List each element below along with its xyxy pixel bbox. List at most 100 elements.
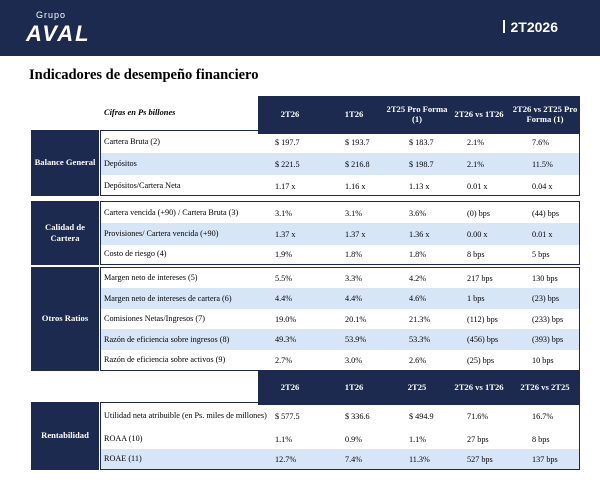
column-header: 2T25 Pro Forma (1): [386, 96, 448, 134]
table-row: ROAA (10) 1.1% 0.9% 1.1% 27 bps 8 bps: [101, 429, 579, 449]
divider-bar: [502, 20, 505, 33]
cell: 49.3%: [275, 335, 297, 344]
row-label: Provisiones/ Cartera vencida (+90): [104, 229, 219, 239]
cell: 10 bps: [532, 355, 554, 365]
cell: 11.3%: [409, 454, 430, 464]
period-label: 2T2026: [502, 19, 558, 35]
cell: 2.7%: [275, 355, 293, 365]
row-label: Costo de riesgo (4): [104, 249, 167, 259]
cell: (233) bps: [532, 314, 564, 324]
table-row: Razón de eficiencia sobre activos (9) 2.…: [101, 350, 579, 370]
cell: 1.13 x: [409, 181, 430, 191]
cell: 4.4%: [345, 294, 363, 303]
table-row: Depósitos/Cartera Neta 1.17 x 1.16 x 1.1…: [101, 175, 579, 197]
cell: 53.3%: [409, 335, 431, 344]
section-frame: [100, 267, 580, 371]
cell: (112) bps: [467, 314, 498, 324]
cell: 2.6%: [409, 355, 427, 365]
cell: 12.7%: [275, 454, 297, 464]
cell: 1.17 x: [275, 181, 296, 191]
cell: 4.4%: [275, 294, 293, 303]
cell: 1.8%: [345, 249, 363, 259]
column-header: 2T26: [258, 371, 322, 405]
section-frame: [100, 130, 580, 196]
page-title: Indicadores de desempeño financiero: [29, 67, 259, 83]
cell: 0.01 x: [467, 181, 488, 191]
cell: (0) bps: [467, 208, 490, 218]
cell: $ 577.5: [275, 411, 300, 421]
cell: 1.8%: [409, 249, 427, 259]
row-label: ROAE (11): [104, 454, 142, 464]
row-label: Cartera vencida (+90) / Cartera Bruta (3…: [104, 208, 239, 218]
row-label: Razón de eficiencia sobre activos (9): [104, 355, 226, 365]
table-caption: Cifras en Ps billones: [104, 108, 176, 117]
cell: (456) bps: [467, 335, 499, 344]
cell: 1.1%: [409, 434, 427, 444]
table-row: Costo de riesgo (4) 1.9% 1.8% 1.8% 8 bps…: [101, 244, 579, 264]
table-row: Margen neto de intereses de cartera (6) …: [101, 288, 579, 309]
cell: 2.1%: [467, 137, 485, 147]
cell: 4.2%: [409, 273, 427, 283]
cell: (25) bps: [467, 355, 495, 365]
cell: 3.6%: [409, 208, 427, 218]
cell: 7.6%: [532, 137, 550, 147]
cell: 3.1%: [345, 208, 363, 218]
cell: (393) bps: [532, 335, 564, 344]
cell: 27 bps: [467, 434, 489, 444]
cell: 8 bps: [532, 434, 550, 444]
column-header: 2T26: [258, 96, 322, 134]
table-row: Cartera Bruta (2) $ 197.7 $ 193.7 $ 183.…: [101, 131, 579, 153]
column-header: 1T26: [322, 96, 386, 134]
brand-small: Grupo: [36, 10, 67, 20]
table-row: Razón de eficiencia sobre ingresos (8) 4…: [101, 329, 579, 350]
cell: (23) bps: [532, 294, 560, 303]
row-label: Margen neto de intereses de cartera (6): [104, 293, 232, 303]
column-header: 2T26 vs 2T25: [510, 371, 580, 405]
column-header: 2T26 vs 1T26: [448, 96, 510, 134]
cell: $ 494.9: [409, 411, 434, 421]
cell: $ 197.7: [275, 137, 300, 147]
table-row: Cartera vencida (+90) / Cartera Bruta (3…: [101, 202, 579, 224]
table-row: Depósitos $ 221.5 $ 216.8 $ 198.7 2.1% 1…: [101, 153, 579, 175]
section-label: Calidad de Cartera: [31, 201, 99, 265]
cell: 1.16 x: [345, 181, 366, 191]
cell: 53.9%: [345, 335, 367, 344]
cell: 527 bps: [467, 454, 493, 464]
cell: $ 183.7: [409, 137, 434, 147]
table-row: ROAE (11) 12.7% 7.4% 11.3% 527 bps 137 b…: [101, 449, 579, 469]
table-row: Margen neto de intereses (5) 5.5% 3.3% 4…: [101, 268, 579, 288]
column-header: 2T25: [386, 371, 448, 405]
cell: $ 198.7: [409, 159, 434, 169]
column-header: 2T26 vs 1T26: [448, 371, 510, 405]
cell: 1 bps: [467, 294, 485, 303]
row-label: Depósitos/Cartera Neta: [104, 181, 181, 191]
cell: 1.37 x: [345, 229, 366, 239]
cell: 71.6%: [467, 411, 489, 421]
cell: 5.5%: [275, 273, 293, 283]
section-frame: [100, 402, 580, 470]
cell: 2.1%: [467, 159, 485, 169]
cell: 8 bps: [467, 249, 485, 259]
cell: $ 336.6: [345, 411, 370, 421]
section-frame: [100, 201, 580, 265]
cell: 16.7%: [532, 411, 554, 421]
cell: 3.3%: [345, 273, 363, 283]
cell: $ 193.7: [345, 137, 370, 147]
cell: 130 bps: [532, 273, 558, 283]
section-label: Rentabilidad: [31, 402, 99, 470]
cell: 0.01 x: [532, 229, 553, 239]
table-row: Provisiones/ Cartera vencida (+90) 1.37 …: [101, 223, 579, 245]
cell: 3.1%: [275, 208, 293, 218]
cell: 7.4%: [345, 454, 363, 464]
table-row: Utilidad neta atribuible (en Ps. miles d…: [101, 403, 579, 429]
period-text: 2T2026: [510, 19, 558, 35]
row-label: Utilidad neta atribuible (en Ps. miles d…: [104, 411, 267, 421]
cell: 0.9%: [345, 434, 363, 444]
cell: 0.00 x: [467, 229, 488, 239]
section-label: Balance General: [31, 130, 99, 196]
row-label: Razón de eficiencia sobre ingresos (8): [104, 334, 230, 344]
column-header: 2T26 vs 2T25 Pro Forma (1): [510, 96, 580, 134]
column-header: 1T26: [322, 371, 386, 405]
row-label: Cartera Bruta (2): [104, 137, 160, 147]
cell: 21.3%: [409, 314, 431, 324]
